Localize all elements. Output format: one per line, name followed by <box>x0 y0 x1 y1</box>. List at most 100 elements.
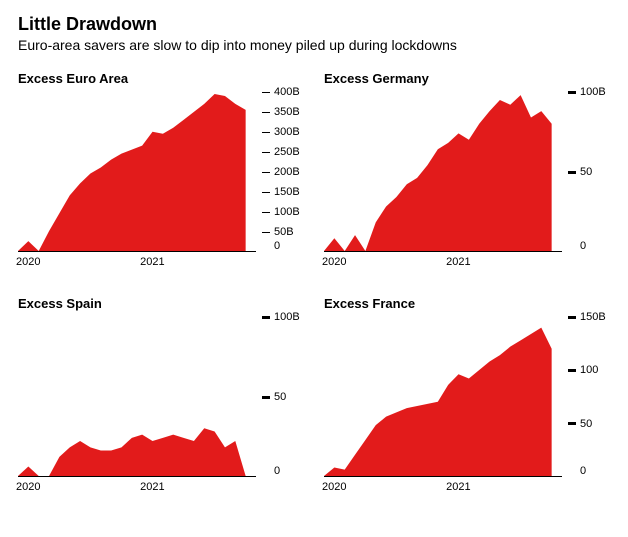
tick-mark <box>262 132 270 133</box>
y-tick: 200B <box>262 166 300 178</box>
y-tick: 250B <box>262 146 300 158</box>
x-tick-label: 2020 <box>16 256 40 268</box>
area-path <box>18 428 246 476</box>
y-tick-label: 50B <box>274 226 294 238</box>
tick-mark <box>568 471 576 472</box>
y-tick: 150B <box>262 186 300 198</box>
y-tick-label: 0 <box>580 240 586 252</box>
y-tick-label: 200B <box>274 166 300 178</box>
tick-mark <box>262 152 270 153</box>
panel-title: Excess Germany <box>324 71 610 86</box>
y-tick-label: 250B <box>274 146 300 158</box>
y-tick: 0 <box>568 240 586 252</box>
y-tick-label: 100B <box>274 206 300 218</box>
x-tick-label: 2021 <box>446 481 470 493</box>
tick-mark <box>568 246 576 247</box>
x-axis: 2020 2021 <box>324 481 610 495</box>
y-axis: 100B500 <box>256 317 304 477</box>
y-tick-label: 100B <box>274 311 300 323</box>
tick-mark <box>568 171 576 174</box>
y-tick: 150B <box>568 311 606 323</box>
tick-mark <box>262 232 270 233</box>
tick-mark <box>262 246 270 247</box>
panel-germany: Excess Germany100B 50 0 2020 2021 <box>324 71 610 270</box>
x-axis: 2020 2021 <box>18 481 304 495</box>
x-tick-label: 2021 <box>140 481 164 493</box>
x-tick-label: 2020 <box>322 481 346 493</box>
y-tick: 400B <box>262 86 300 98</box>
y-tick-label: 0 <box>274 240 280 252</box>
chart-body: 400B350B300B250B200B150B100B50B0 <box>18 92 304 252</box>
tick-mark <box>568 369 576 372</box>
tick-mark <box>262 471 270 472</box>
tick-mark <box>262 396 270 399</box>
y-tick-label: 300B <box>274 126 300 138</box>
x-axis: 2020 2021 <box>18 256 304 270</box>
x-tick-label: 2020 <box>16 481 40 493</box>
area-chart <box>18 317 256 476</box>
plot-area <box>18 92 256 252</box>
panel-title: Excess France <box>324 296 610 311</box>
y-tick: 100B <box>262 206 300 218</box>
small-multiples-grid: Excess Euro Area400B 350B 300B 250B 200B 150B… <box>18 71 610 495</box>
y-tick-label: 50 <box>274 391 286 403</box>
chart-body: 100B500 <box>324 92 610 252</box>
area-path <box>18 94 246 251</box>
plot-area <box>324 92 562 252</box>
tick-mark <box>262 212 270 213</box>
panel-france: Excess France150B 100 50 0 2020 2021 <box>324 296 610 495</box>
tick-mark <box>262 172 270 173</box>
x-axis: 2020 2021 <box>324 256 610 270</box>
x-tick-label: 2020 <box>322 256 346 268</box>
y-axis: 150B100500 <box>562 317 610 477</box>
panel-spain: Excess Spain100B 50 0 2020 2021 <box>18 296 304 495</box>
tick-mark <box>262 92 270 93</box>
y-axis: 400B350B300B250B200B150B100B50B0 <box>256 92 304 252</box>
y-tick-label: 50 <box>580 166 592 178</box>
panel-title: Excess Euro Area <box>18 71 304 86</box>
chart-subhead: Euro-area savers are slow to dip into mo… <box>18 37 610 53</box>
chart-body: 100B500 <box>18 317 304 477</box>
y-tick: 100B <box>568 86 606 98</box>
y-tick-label: 0 <box>274 465 280 477</box>
tick-mark <box>262 316 270 319</box>
y-tick: 0 <box>262 465 280 477</box>
panel-title: Excess Spain <box>18 296 304 311</box>
tick-mark <box>262 112 270 113</box>
y-tick: 300B <box>262 126 300 138</box>
y-tick: 50 <box>568 418 592 430</box>
y-axis: 100B500 <box>562 92 610 252</box>
tick-mark <box>568 316 576 319</box>
y-tick-label: 50 <box>580 418 592 430</box>
x-tick-label: 2021 <box>446 256 470 268</box>
area-path <box>324 328 552 476</box>
y-tick: 0 <box>262 240 280 252</box>
plot-area <box>18 317 256 477</box>
area-chart <box>18 92 256 251</box>
x-tick-label: 2021 <box>140 256 164 268</box>
y-tick: 50B <box>262 226 294 238</box>
area-chart <box>324 92 562 251</box>
y-tick-label: 100B <box>580 86 606 98</box>
y-tick: 350B <box>262 106 300 118</box>
y-tick-label: 150B <box>274 186 300 198</box>
y-tick-label: 0 <box>580 465 586 477</box>
y-tick-label: 400B <box>274 86 300 98</box>
tick-mark <box>568 422 576 425</box>
panel-euroarea: Excess Euro Area400B 350B 300B 250B 200B 150B… <box>18 71 304 270</box>
y-tick-label: 100 <box>580 364 598 376</box>
y-tick: 50 <box>262 391 286 403</box>
y-tick-label: 150B <box>580 311 606 323</box>
y-tick: 0 <box>568 465 586 477</box>
tick-mark <box>568 91 576 94</box>
y-tick: 100 <box>568 364 598 376</box>
y-tick: 100B <box>262 311 300 323</box>
tick-mark <box>262 192 270 193</box>
chart-headline: Little Drawdown <box>18 14 610 35</box>
y-tick: 50 <box>568 166 592 178</box>
y-tick-label: 350B <box>274 106 300 118</box>
area-chart <box>324 317 562 476</box>
plot-area <box>324 317 562 477</box>
chart-body: 150B100500 <box>324 317 610 477</box>
area-path <box>324 95 552 251</box>
